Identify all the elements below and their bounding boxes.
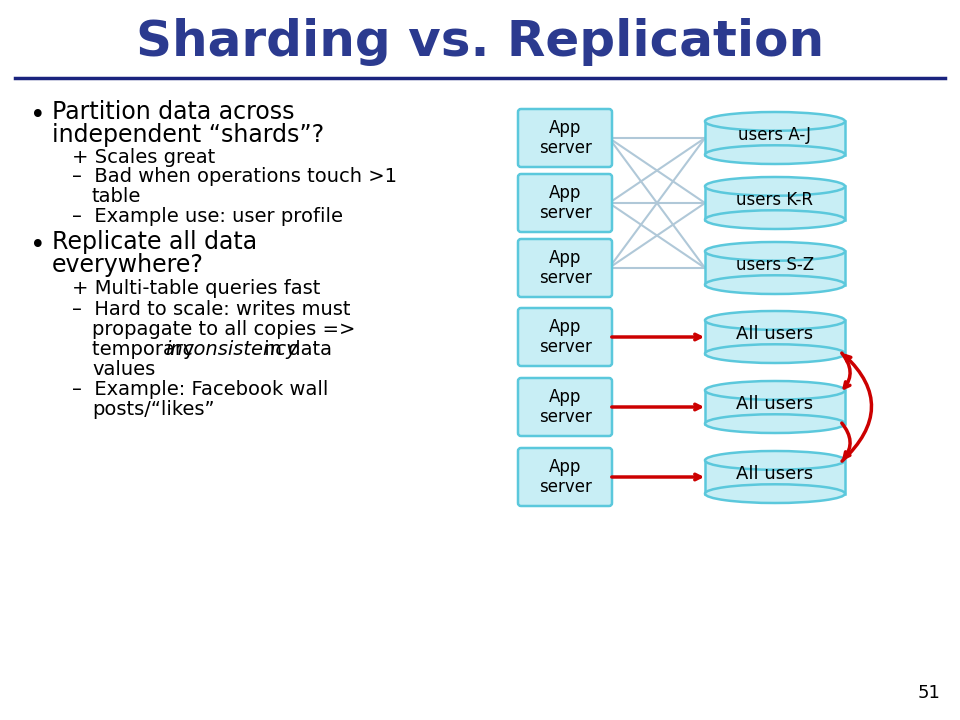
Text: everywhere?: everywhere? [52, 253, 204, 277]
Text: –  Bad when operations touch >1: – Bad when operations touch >1 [72, 167, 397, 186]
Text: All users: All users [736, 325, 813, 343]
Text: + Multi-table queries fast: + Multi-table queries fast [72, 279, 321, 298]
FancyBboxPatch shape [518, 239, 612, 297]
Text: values: values [92, 360, 156, 379]
Text: –  Hard to scale: writes must: – Hard to scale: writes must [72, 300, 350, 319]
Ellipse shape [705, 242, 845, 261]
Text: All users: All users [736, 395, 813, 413]
Polygon shape [705, 122, 845, 155]
Text: users A-J: users A-J [738, 126, 811, 144]
FancyBboxPatch shape [518, 448, 612, 506]
Text: App
server: App server [539, 119, 591, 158]
Polygon shape [705, 186, 845, 220]
Text: table: table [92, 187, 141, 206]
Ellipse shape [705, 275, 845, 294]
Text: independent “shards”?: independent “shards”? [52, 123, 324, 147]
Ellipse shape [705, 485, 845, 503]
FancyBboxPatch shape [518, 109, 612, 167]
FancyBboxPatch shape [518, 308, 612, 366]
Polygon shape [705, 320, 845, 354]
Text: temporary: temporary [92, 340, 201, 359]
Text: App
server: App server [539, 248, 591, 287]
Ellipse shape [705, 112, 845, 131]
Polygon shape [705, 251, 845, 284]
Ellipse shape [705, 381, 845, 400]
Text: in data: in data [258, 340, 332, 359]
Ellipse shape [705, 177, 845, 196]
Text: + Scales great: + Scales great [72, 148, 215, 167]
Ellipse shape [705, 145, 845, 164]
Text: Sharding vs. Replication: Sharding vs. Replication [136, 18, 824, 66]
Text: inconsistency: inconsistency [165, 340, 298, 359]
Text: •: • [30, 233, 46, 259]
Text: •: • [30, 103, 46, 129]
Text: users K-R: users K-R [736, 192, 813, 210]
Ellipse shape [705, 451, 845, 469]
Ellipse shape [705, 210, 845, 229]
Text: App
server: App server [539, 458, 591, 496]
FancyBboxPatch shape [518, 378, 612, 436]
Text: App
server: App server [539, 387, 591, 426]
Ellipse shape [705, 344, 845, 363]
Text: Replicate all data: Replicate all data [52, 230, 257, 254]
Polygon shape [705, 390, 845, 423]
Text: users S-Z: users S-Z [736, 256, 814, 274]
Polygon shape [705, 460, 845, 494]
Text: Partition data across: Partition data across [52, 100, 295, 124]
Text: 51: 51 [917, 684, 940, 702]
FancyBboxPatch shape [518, 174, 612, 232]
Text: App
server: App server [539, 184, 591, 222]
Text: App
server: App server [539, 318, 591, 356]
Ellipse shape [705, 311, 845, 330]
Text: propagate to all copies =>: propagate to all copies => [92, 320, 355, 339]
Text: All users: All users [736, 465, 813, 483]
Ellipse shape [705, 414, 845, 433]
Text: –  Example: Facebook wall: – Example: Facebook wall [72, 380, 328, 399]
Text: posts/“likes”: posts/“likes” [92, 400, 214, 419]
Text: –  Example use: user profile: – Example use: user profile [72, 207, 343, 226]
